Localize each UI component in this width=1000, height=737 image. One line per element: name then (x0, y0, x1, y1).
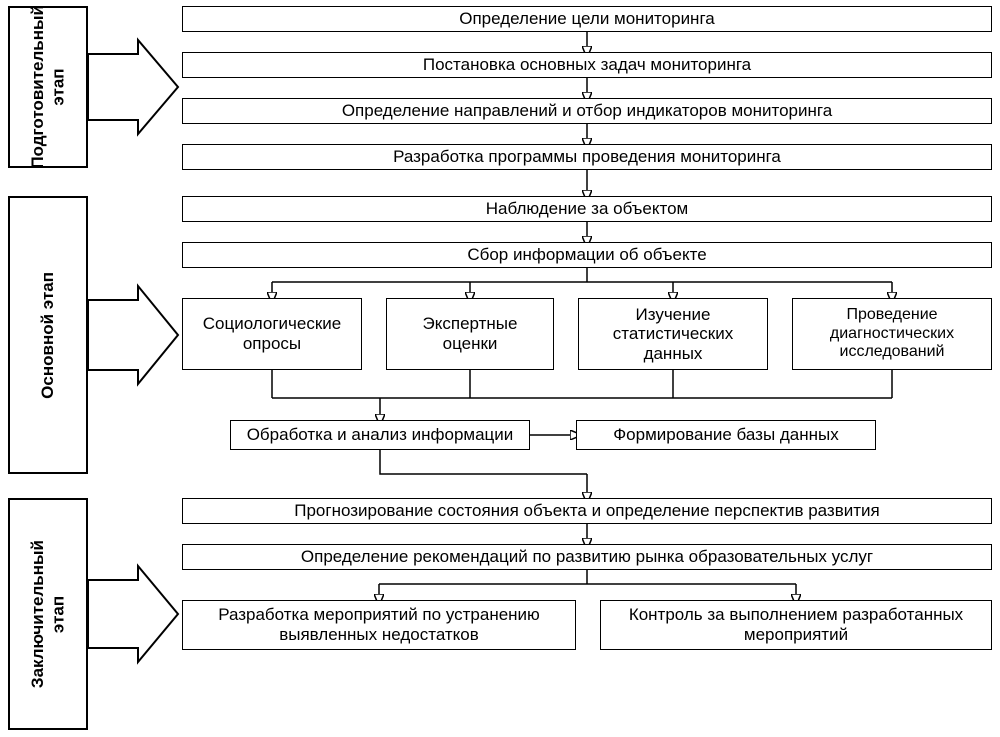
stage-label-text: Подготовительный этап (28, 5, 69, 169)
stage-arrow (88, 40, 178, 134)
connector-line (380, 450, 587, 474)
flow-node-n10: Прогнозирование состояния объекта и опре… (182, 498, 992, 524)
flow-node-n1: Определение цели мониторинга (182, 6, 992, 32)
flow-node-n2: Постановка основных задач мониторинга (182, 52, 992, 78)
stage-arrow (88, 566, 178, 662)
flow-node-n9: Формирование базы данных (576, 420, 876, 450)
flow-node-n3: Определение направлений и отбор индикато… (182, 98, 992, 124)
flow-node-n11: Определение рекомендаций по развитию рын… (182, 544, 992, 570)
flow-node-n7c: Изучение статистических данных (578, 298, 768, 370)
stage-arrow (88, 286, 178, 384)
stage-label-stage3: Заключительный этап (8, 498, 88, 730)
flow-node-n7b: Экспертные оценки (386, 298, 554, 370)
stage-label-stage2: Основной этап (8, 196, 88, 474)
flow-node-n6: Сбор информации об объекте (182, 242, 992, 268)
flow-node-n13: Контроль за выполнением разработанных ме… (600, 600, 992, 650)
flow-node-n12: Разработка мероприятий по устранению выя… (182, 600, 576, 650)
flow-node-n5: Наблюдение за объектом (182, 196, 992, 222)
flow-node-n7a: Социологические опросы (182, 298, 362, 370)
stage-label-text: Основной этап (38, 272, 58, 399)
stage-label-stage1: Подготовительный этап (8, 6, 88, 168)
flow-node-n4: Разработка программы проведения монитори… (182, 144, 992, 170)
stage-label-text: Заключительный этап (28, 540, 69, 688)
flow-node-n7d: Проведение диагностических исследований (792, 298, 992, 370)
flow-node-n8: Обработка и анализ информации (230, 420, 530, 450)
